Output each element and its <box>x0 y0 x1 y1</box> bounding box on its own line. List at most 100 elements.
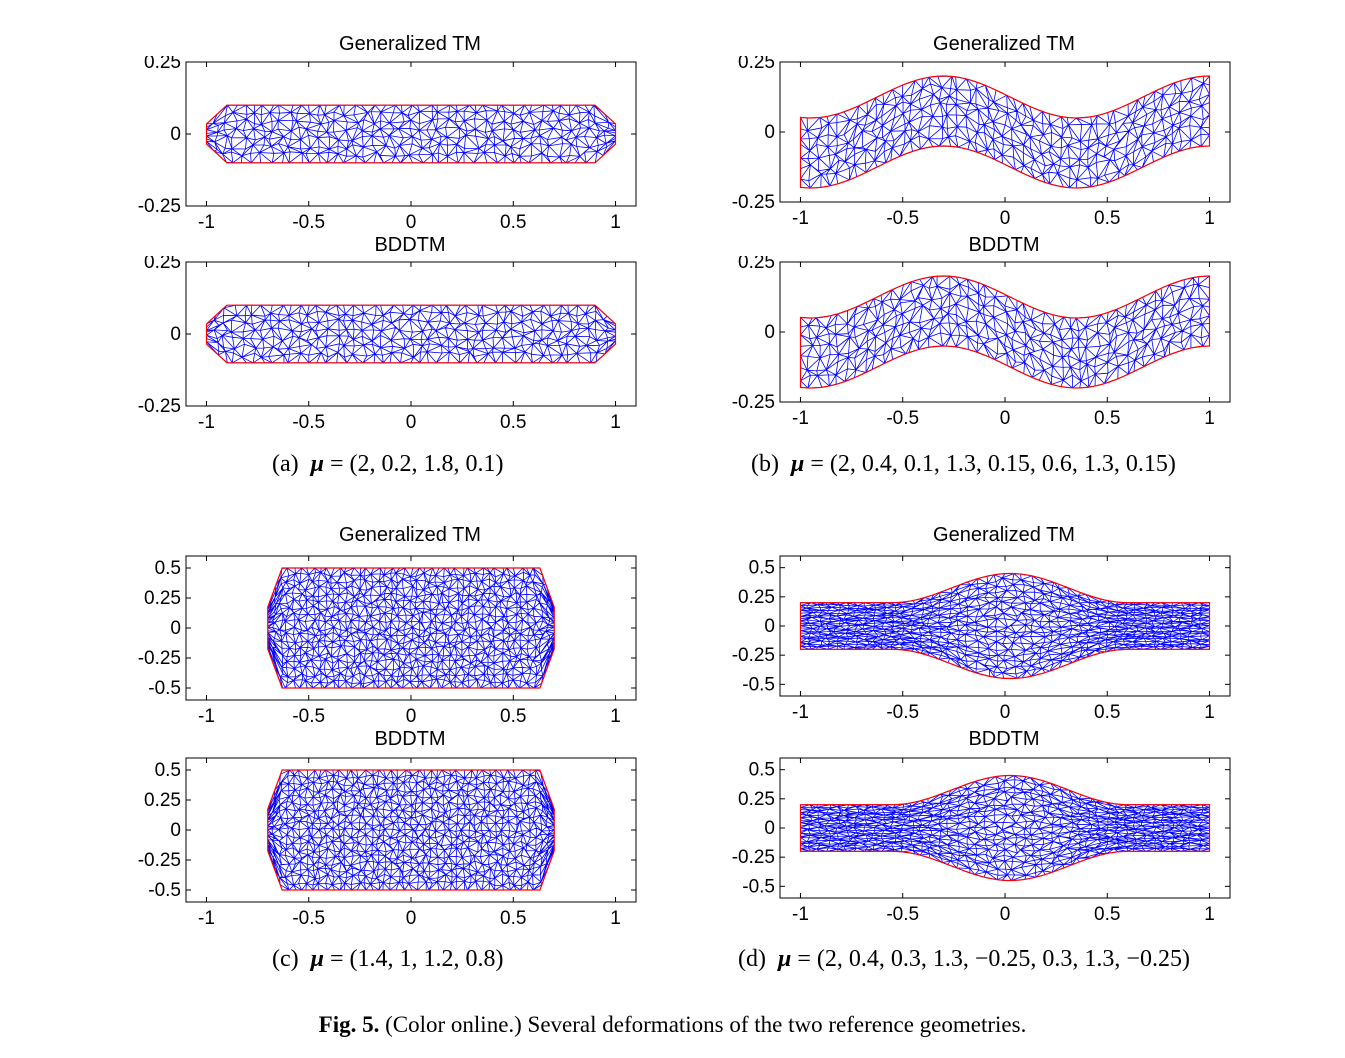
domain-boundary <box>799 275 1211 389</box>
mesh-plot-a-generalized-tm: -1 -0.5 0 0.5 1 0.25 0 -0.25 <box>138 56 637 233</box>
plot-title: Generalized TM <box>339 524 481 546</box>
y-tick-label: 0.25 <box>144 790 181 811</box>
axes-frame <box>185 61 637 207</box>
y-tick-label: 0.25 <box>738 56 775 73</box>
x-tick-label: 0.5 <box>500 412 526 433</box>
domain-boundary <box>799 75 1211 189</box>
plot-title: BDDTM <box>374 234 446 256</box>
y-tick-label: 0 <box>170 618 181 639</box>
y-tick-label: 0 <box>170 820 181 841</box>
y-tick-label: -0.25 <box>138 396 181 417</box>
x-tick-label: 0.5 <box>1094 702 1120 723</box>
x-tick-label: -1 <box>792 208 809 229</box>
x-tick-label: -1 <box>792 702 809 723</box>
x-tick-label: 1 <box>1204 904 1215 925</box>
x-tick-label: 0 <box>406 212 417 233</box>
x-tick-label: 1 <box>1204 408 1215 429</box>
x-tick-label: -0.5 <box>886 208 919 229</box>
plot-title: BDDTM <box>968 728 1040 750</box>
x-tick-label: 0 <box>1000 408 1011 429</box>
x-tick-label: 0.5 <box>500 212 526 233</box>
y-tick-label: -0.25 <box>732 392 775 413</box>
mesh-plot-b-generalized-tm: -1 -0.5 0 0.5 1 0.25 0 -0.25 <box>732 56 1231 229</box>
y-tick-label: 0.5 <box>155 760 181 781</box>
mesh-plot-d-generalized-tm: -1 -0.5 0 0.5 1 0.5 0.25 0 -0.25 -0.5 <box>732 555 1231 723</box>
x-tick-label: -0.5 <box>886 408 919 429</box>
y-tick-label: 0 <box>170 324 181 345</box>
y-tick-label: -0.5 <box>148 880 181 901</box>
subcaption-b: (b) μ = (2, 0.4, 0.1, 1.3, 0.15, 0.6, 1.… <box>751 451 1176 477</box>
y-tick-label: -0.25 <box>732 192 775 213</box>
x-tick-label: 0 <box>1000 208 1011 229</box>
y-tick-label: 0.5 <box>749 760 775 781</box>
x-tick-label: 0 <box>1000 702 1011 723</box>
x-tick-label: 1 <box>610 412 621 433</box>
y-tick-label: -0.5 <box>742 674 775 695</box>
plot-title: Generalized TM <box>933 33 1075 55</box>
mesh-plot-a-bddtm: -1 -0.5 0 0.5 1 0.25 0 -0.25 <box>138 256 637 433</box>
subcaption-a: (a) μ = (2, 0.2, 1.8, 0.1) <box>272 451 504 477</box>
x-tick-label: 0.5 <box>500 908 526 929</box>
mesh-plot-c-generalized-tm: -1 -0.5 0 0.5 1 0.5 0.25 0 -0.25 -0.5 <box>138 555 637 727</box>
x-tick-label: -1 <box>198 412 215 433</box>
plot-title: Generalized TM <box>339 33 481 55</box>
mesh-plot-d-bddtm: -1 -0.5 0 0.5 1 0.5 0.25 0 -0.25 -0.5 <box>732 757 1231 925</box>
x-tick-label: 1 <box>1204 208 1215 229</box>
y-tick-label: -0.5 <box>148 678 181 699</box>
x-tick-label: -1 <box>198 908 215 929</box>
x-tick-label: -0.5 <box>292 412 325 433</box>
domain-boundary <box>267 567 555 689</box>
domain-boundary <box>205 104 617 164</box>
mesh-plot-c-bddtm: -1 -0.5 0 0.5 1 0.5 0.25 0 -0.25 -0.5 <box>138 757 637 929</box>
x-tick-label: -0.5 <box>886 904 919 925</box>
axes-frame <box>185 757 637 903</box>
y-tick-label: 0.5 <box>749 558 775 579</box>
plot-title: BDDTM <box>374 728 446 750</box>
y-tick-label: -0.25 <box>138 648 181 669</box>
x-tick-label: 0 <box>406 412 417 433</box>
x-tick-label: 1 <box>1204 702 1215 723</box>
x-tick-label: -0.5 <box>292 908 325 929</box>
y-tick-label: 0.25 <box>144 588 181 609</box>
y-tick-label: 0.25 <box>738 587 775 608</box>
x-tick-label: 0 <box>406 908 417 929</box>
x-tick-label: -1 <box>792 408 809 429</box>
domain-boundary <box>799 774 1211 882</box>
y-tick-label: 0.5 <box>155 558 181 579</box>
y-tick-label: 0 <box>764 122 775 143</box>
x-tick-label: 0.5 <box>1094 408 1120 429</box>
x-tick-label: 0.5 <box>1094 208 1120 229</box>
x-tick-label: 1 <box>610 908 621 929</box>
mesh-plot-b-bddtm: -1 -0.5 0 0.5 1 0.25 0 -0.25 <box>732 256 1231 429</box>
x-tick-label: 0 <box>406 706 417 727</box>
y-tick-label: -0.5 <box>742 876 775 897</box>
y-tick-label: -0.25 <box>138 196 181 217</box>
x-tick-label: 0.5 <box>1094 904 1120 925</box>
y-tick-label: 0.25 <box>738 256 775 273</box>
plot-title: BDDTM <box>968 234 1040 256</box>
subcaption-d: (d) μ = (2, 0.4, 0.3, 1.3, −0.25, 0.3, 1… <box>738 946 1190 972</box>
y-tick-label: 0.25 <box>738 789 775 810</box>
x-tick-label: -0.5 <box>292 706 325 727</box>
y-tick-label: 0 <box>764 616 775 637</box>
x-tick-label: 1 <box>610 212 621 233</box>
y-tick-label: 0 <box>764 818 775 839</box>
y-tick-label: 0 <box>170 124 181 145</box>
y-tick-label: -0.25 <box>732 645 775 666</box>
x-tick-label: -1 <box>198 212 215 233</box>
y-tick-label: -0.25 <box>732 847 775 868</box>
subcaption-c: (c) μ = (1.4, 1, 1.2, 0.8) <box>272 946 504 972</box>
domain-boundary <box>267 769 555 891</box>
y-tick-label: 0.25 <box>144 56 181 73</box>
x-tick-label: -1 <box>198 706 215 727</box>
x-tick-label: 0.5 <box>500 706 526 727</box>
x-tick-label: -1 <box>792 904 809 925</box>
y-tick-label: 0 <box>764 322 775 343</box>
y-tick-label: 0.25 <box>144 256 181 273</box>
domain-boundary <box>799 572 1211 680</box>
y-tick-label: -0.25 <box>138 850 181 871</box>
figure-caption: Fig. 5. (Color online.) Several deformat… <box>318 1012 1027 1037</box>
x-tick-label: 0 <box>1000 904 1011 925</box>
x-tick-label: -0.5 <box>292 212 325 233</box>
x-tick-label: 1 <box>610 706 621 727</box>
